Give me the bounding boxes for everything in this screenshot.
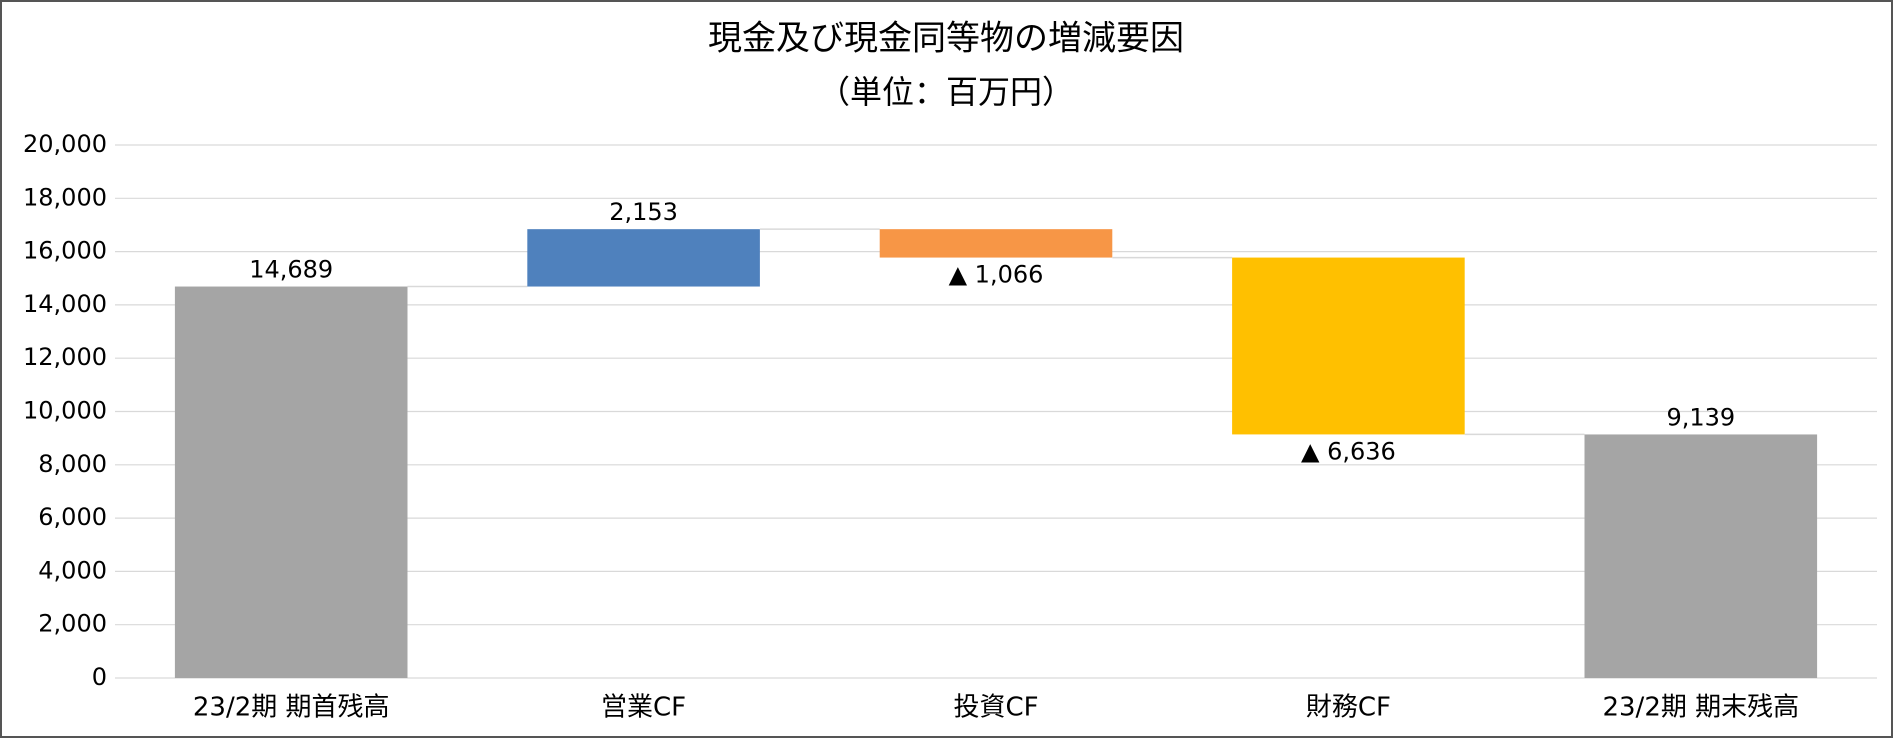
y-tick-label: 2,000 [38,610,107,638]
x-tick-label: 営業CF [601,693,686,723]
y-tick-label: 14,000 [23,290,107,318]
y-tick-label: 16,000 [23,237,107,265]
chart-subtitle: （単位：百万円） [818,73,1074,111]
y-tick-label: 12,000 [23,343,107,371]
bar [879,229,1113,258]
y-tick-label: 10,000 [23,397,107,425]
x-tick-label: 23/2期 期末残高 [1602,693,1799,723]
bar [174,286,408,678]
data-label: ▲ 1,066 [949,261,1044,289]
bar [1584,434,1818,678]
y-tick-label: 0 [92,663,107,691]
y-tick-label: 4,000 [38,556,107,584]
data-label: ▲ 6,636 [1301,437,1396,465]
data-label: 2,153 [609,198,678,226]
y-tick-label: 18,000 [23,183,107,211]
chart-title: 現金及び現金同等物の増減要因 [708,19,1184,59]
y-tick-label: 20,000 [23,130,107,158]
x-tick-label: 23/2期 期首残高 [193,693,390,723]
data-label: 14,689 [249,256,333,284]
bar [527,229,760,287]
y-tick-label: 6,000 [38,503,107,531]
y-tick-label: 8,000 [38,450,107,478]
data-label: 9,139 [1666,403,1735,431]
x-tick-label: 投資CF [953,693,1038,723]
x-tick-label: 財務CF [1306,693,1391,723]
bar [1232,257,1465,435]
